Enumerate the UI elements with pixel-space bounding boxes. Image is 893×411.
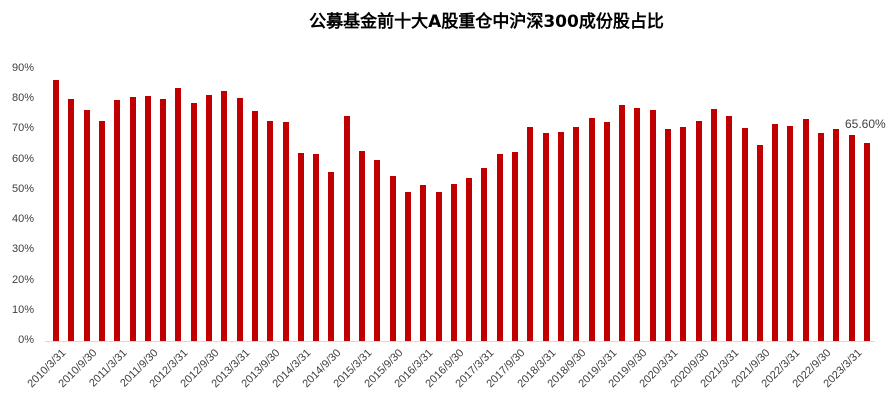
bar [787,125,794,341]
bar [450,183,457,341]
bar [603,121,610,341]
bar [374,159,381,341]
bar [542,132,549,341]
y-tick-label: 20% [11,273,34,286]
bar [588,117,595,341]
bar [221,90,228,341]
bar [343,115,350,341]
bar [557,131,564,341]
bar [573,126,580,341]
bar [251,110,258,341]
bar [634,107,641,341]
bar [328,171,335,341]
bar [466,177,473,341]
y-tick-label: 70% [11,122,34,135]
y-tick-label: 60% [11,152,34,165]
bar [680,126,687,341]
bar [98,120,105,341]
bar [53,79,59,341]
bar [389,175,396,341]
bar [496,153,503,341]
bar [863,142,870,341]
y-tick-label: 30% [11,243,34,256]
bar [313,153,320,341]
y-tick-label: 0% [18,334,34,346]
bar [741,127,748,341]
bar [267,120,274,341]
bar [114,99,121,341]
data-label: 65.60% [845,117,886,131]
bar [404,192,411,341]
chart-title: 公募基金前十大A股重仓中沪深300成份股占比 [309,12,664,32]
bar [619,104,626,341]
bar [772,123,779,341]
bar [818,132,824,341]
bar [129,96,136,341]
bar [527,126,534,341]
bar [512,151,518,341]
bar [756,144,763,341]
bar [144,95,151,341]
bar [802,118,809,341]
bar [236,97,243,341]
bar [68,98,75,341]
bar [420,184,427,341]
y-tick-label: 90% [11,62,34,74]
bar [160,98,167,341]
bar [297,153,304,341]
y-tick-label: 40% [11,213,34,226]
y-tick-label: 50% [11,182,34,195]
bar [190,102,197,341]
bar [481,167,488,341]
bar [83,109,90,341]
bar [175,87,182,341]
bar [848,134,855,341]
bar [833,128,840,341]
y-tick-label: 10% [11,303,34,316]
y-tick-label: 80% [11,92,34,105]
bar [282,121,289,341]
bar [206,94,212,341]
bar [710,108,717,341]
bar [695,120,702,341]
bar [435,192,442,341]
bar [649,109,656,341]
bar [359,150,365,341]
bar [665,128,671,341]
x-axis-line [45,341,875,342]
bar [726,115,733,341]
